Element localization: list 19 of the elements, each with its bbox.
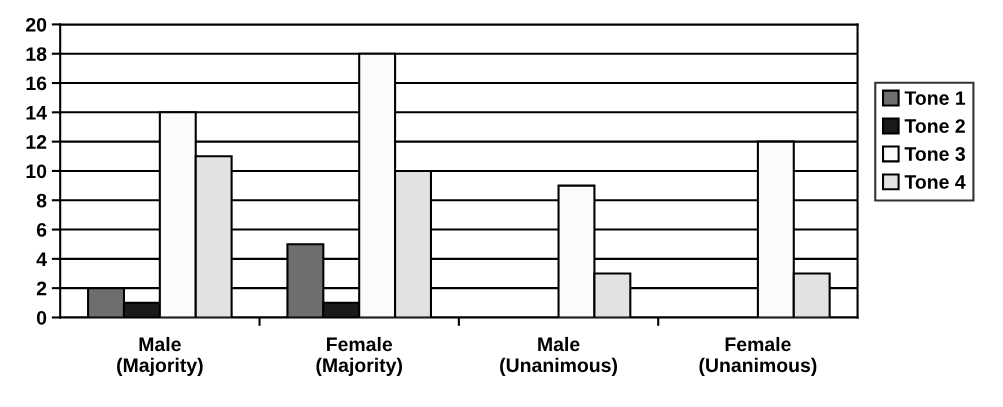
legend-label: Tone 1: [904, 91, 966, 105]
legend-label: Tone 2: [904, 119, 965, 133]
y-tick-label: 8: [36, 193, 47, 208]
x-tick-label: Female (Majority): [316, 336, 402, 376]
y-tick-label: 20: [26, 17, 47, 32]
y-tick-label: 2: [36, 281, 47, 296]
legend-label: Tone 4: [904, 175, 966, 189]
x-tick-label: Male (Unanimous): [500, 336, 617, 376]
y-tick-label: 10: [26, 164, 47, 179]
y-tick-label: 4: [36, 252, 47, 266]
y-tick-label: 12: [26, 135, 47, 149]
x-tick-label: Male (Majority): [117, 336, 203, 376]
legend-label: Tone 3: [904, 147, 965, 161]
x-tick-label: Female (Unanimous): [699, 336, 817, 376]
y-tick-label: 18: [26, 47, 47, 61]
y-tick-label: 0: [36, 310, 47, 325]
y-tick-label: 14: [26, 106, 47, 120]
y-tick-label: 16: [26, 76, 47, 91]
y-tick-label: 6: [36, 223, 47, 237]
